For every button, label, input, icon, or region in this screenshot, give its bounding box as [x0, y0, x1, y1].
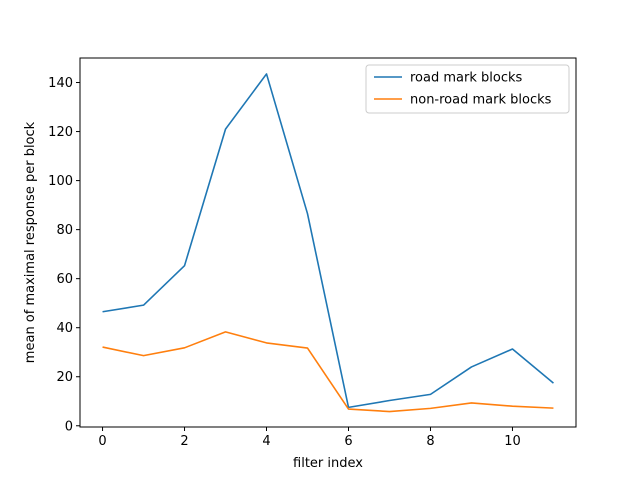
axes-frame [79, 57, 577, 428]
x-tick-label: 8 [426, 434, 434, 449]
legend-box [365, 64, 570, 114]
y-tick-label: 0 [65, 419, 73, 434]
series-line-non-road-mark-blocks [102, 331, 554, 413]
legend-label: non-road mark blocks [410, 93, 552, 108]
x-axis-label: filter index [293, 456, 363, 471]
x-tick-label: 0 [98, 434, 106, 449]
x-tick-label: 6 [344, 434, 352, 449]
y-tick-label: 140 [48, 76, 73, 91]
y-tick-label: 120 [48, 125, 73, 140]
series-layer [102, 73, 554, 413]
y-axis: 0 20 40 60 80 100 120 140 [48, 76, 80, 434]
y-tick-label: 80 [56, 223, 73, 238]
y-axis-label: mean of maximal response per block [23, 121, 38, 363]
legend: road mark blocks non-road mark blocks [365, 64, 570, 114]
series-line-road-mark-blocks [102, 73, 554, 409]
x-tick-label: 10 [504, 434, 521, 449]
legend-label: road mark blocks [410, 71, 522, 86]
x-tick-label: 4 [262, 434, 270, 449]
y-tick-label: 60 [56, 272, 73, 287]
x-axis: 0 2 4 6 8 10 [98, 427, 521, 449]
y-tick-label: 40 [56, 321, 73, 336]
y-tick-label: 20 [56, 370, 73, 385]
x-tick-label: 2 [180, 434, 188, 449]
y-tick-label: 100 [48, 174, 73, 189]
